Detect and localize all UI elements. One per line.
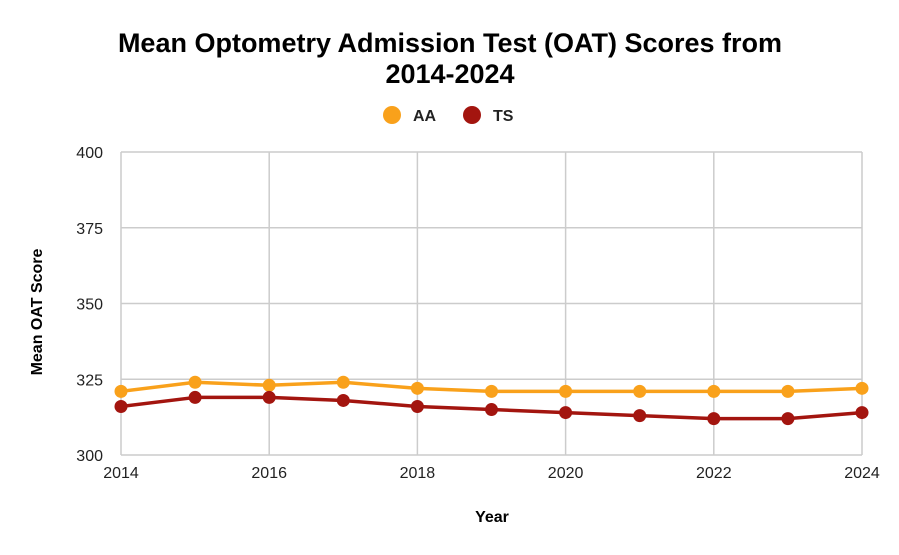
- data-point-ts: [855, 406, 869, 420]
- data-point-ts: [410, 400, 424, 414]
- data-point-ts: [707, 412, 721, 426]
- x-axis-label: Year: [475, 509, 509, 526]
- gridlines: [120, 151, 863, 456]
- data-point-ts: [559, 406, 573, 420]
- x-tick-label: 2020: [548, 465, 584, 482]
- chart-title-line-1: Mean Optometry Admission Test (OAT) Scor…: [118, 28, 782, 58]
- legend-marker-ts: [463, 106, 481, 124]
- data-point-aa: [336, 375, 350, 389]
- data-point-ts: [188, 390, 202, 404]
- y-tick-label: 300: [76, 448, 103, 465]
- x-tick-label: 2014: [103, 465, 139, 482]
- data-point-ts: [336, 393, 350, 407]
- series-layer: [114, 375, 869, 426]
- x-tick-label: 2024: [844, 465, 880, 482]
- axis-ticks: 300 325 350 375 400 2014 2016 2018 2020 2022 2024: [76, 145, 880, 482]
- data-point-aa: [781, 384, 795, 398]
- x-tick-label: 2016: [251, 465, 287, 482]
- data-point-ts: [262, 390, 276, 404]
- data-point-aa: [707, 384, 721, 398]
- data-point-aa: [855, 381, 869, 395]
- y-axis-label: Mean OAT Score: [29, 248, 46, 375]
- data-point-ts: [114, 400, 128, 414]
- data-point-aa: [485, 384, 498, 398]
- data-point-ts: [781, 412, 795, 426]
- x-tick-label: 2018: [400, 465, 436, 482]
- y-tick-label: 375: [76, 221, 103, 238]
- data-point-ts: [633, 409, 647, 423]
- x-tick-label: 2022: [696, 465, 732, 482]
- legend-label-ts: TS: [493, 108, 514, 125]
- legend: AA TS: [383, 106, 514, 125]
- legend-label-aa: AA: [413, 108, 437, 125]
- data-point-aa: [262, 378, 276, 392]
- y-tick-label: 400: [76, 145, 103, 162]
- data-point-aa: [410, 381, 424, 395]
- y-tick-label: 350: [76, 297, 103, 314]
- data-point-aa: [188, 375, 202, 389]
- legend-marker-aa: [383, 106, 401, 124]
- y-tick-label: 325: [76, 372, 103, 389]
- chart-title-line-2: 2014-2024: [385, 59, 514, 89]
- data-point-aa: [559, 384, 573, 398]
- data-point-aa: [633, 384, 647, 398]
- data-point-ts: [485, 403, 498, 417]
- data-point-aa: [114, 384, 128, 398]
